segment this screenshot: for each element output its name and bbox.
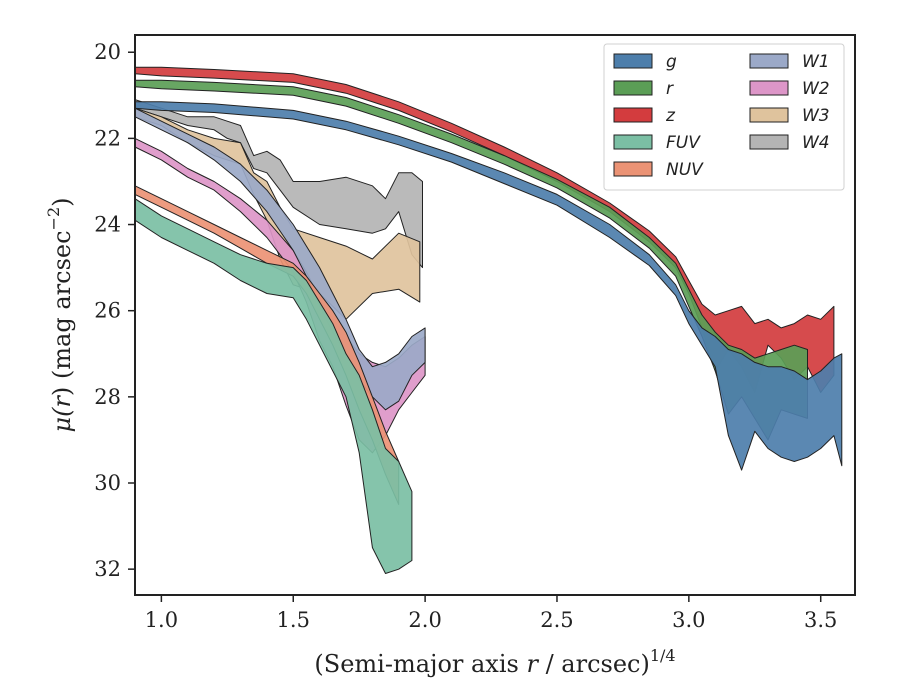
legend-label-g: g bbox=[666, 52, 677, 72]
x-tick-label: 1.0 bbox=[145, 608, 178, 632]
y-tick-label: 26 bbox=[94, 299, 121, 323]
legend-swatch-nuv bbox=[613, 161, 653, 177]
legend-label-w3: W3 bbox=[802, 106, 830, 126]
y-tick-label: 30 bbox=[94, 471, 121, 495]
y-tick-label: 22 bbox=[94, 126, 121, 150]
x-tick-label: 1.5 bbox=[277, 608, 310, 632]
y-tick-label: 20 bbox=[94, 40, 121, 64]
x-axis-label: (Semi-major axis r / arcsec)1/4 bbox=[314, 646, 675, 678]
band-g bbox=[134, 101, 843, 471]
band-w1 bbox=[134, 107, 426, 411]
legend-label-w2: W2 bbox=[802, 79, 830, 99]
legend-swatch-g bbox=[613, 53, 653, 69]
legend-label-z: z bbox=[665, 106, 676, 126]
legend-swatch-z bbox=[613, 107, 653, 123]
legend-swatch-fuv bbox=[613, 134, 653, 150]
band-w4 bbox=[134, 99, 423, 269]
legend-label-fuv: FUV bbox=[666, 133, 701, 153]
x-axis-ticks: 1.0 1.5 2.0 2.5 3.0 3.5 bbox=[145, 595, 837, 632]
y-tick-label: 28 bbox=[94, 385, 121, 409]
legend-swatch-w2 bbox=[749, 80, 789, 96]
legend-label-nuv: NUV bbox=[666, 160, 704, 180]
y-axis-label: μ(r) (mag arcsec−2) bbox=[44, 197, 76, 432]
legend-swatch-w3 bbox=[749, 107, 789, 123]
legend-swatch-r bbox=[613, 80, 653, 96]
profile-bands bbox=[134, 66, 843, 574]
x-tick-label: 2.5 bbox=[540, 608, 573, 632]
legend: grz FUV NUV W1 W2 W3 W4 bbox=[603, 43, 845, 191]
legend-swatch-w1 bbox=[749, 53, 789, 69]
x-tick-label: 2.0 bbox=[408, 608, 441, 632]
legend-swatch-w4 bbox=[749, 134, 789, 150]
legend-label-r: r bbox=[666, 79, 674, 99]
legend-label-w1: W1 bbox=[802, 52, 830, 72]
plot-frame bbox=[134, 34, 856, 596]
y-tick-label: 32 bbox=[94, 557, 121, 581]
y-tick-label: 24 bbox=[94, 213, 121, 237]
legend-label-w4: W4 bbox=[802, 133, 830, 153]
band-fuv bbox=[134, 198, 413, 574]
x-tick-label: 3.0 bbox=[672, 608, 705, 632]
y-axis-ticks: 20 22 24 26 28 30 32 bbox=[94, 40, 135, 581]
x-tick-label: 3.5 bbox=[804, 608, 837, 632]
